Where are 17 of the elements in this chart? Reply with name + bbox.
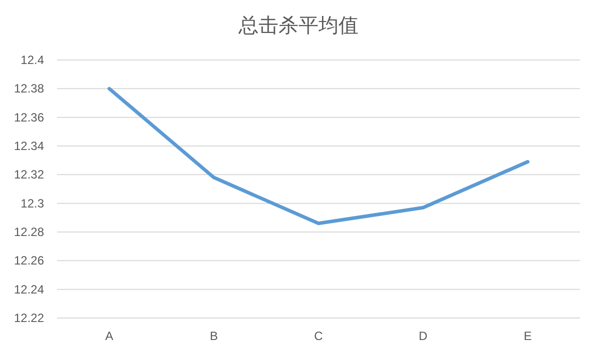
y-tick-label: 12.38 — [14, 82, 44, 96]
x-tick-label: D — [418, 329, 428, 343]
y-tick-label: 12.32 — [14, 168, 44, 182]
x-tick-label: B — [210, 329, 218, 343]
line-series — [108, 86, 530, 226]
y-tick-label: 12.36 — [14, 110, 44, 124]
y-tick-label: 12.34 — [14, 139, 44, 153]
y-tick-label: 12.28 — [14, 225, 44, 239]
y-tick-label: 12.3 — [20, 196, 44, 210]
chart-title: 总击杀平均值 — [238, 15, 358, 37]
y-tick-label: 12.26 — [14, 254, 44, 268]
y-tick-label: 12.24 — [14, 282, 44, 296]
y-tick-label: 12.4 — [20, 53, 44, 67]
x-tick-label: C — [314, 329, 324, 343]
y-tick-label: 12.22 — [14, 311, 44, 325]
x-tick-label: E — [524, 329, 532, 343]
x-tick-label: A — [105, 329, 114, 343]
